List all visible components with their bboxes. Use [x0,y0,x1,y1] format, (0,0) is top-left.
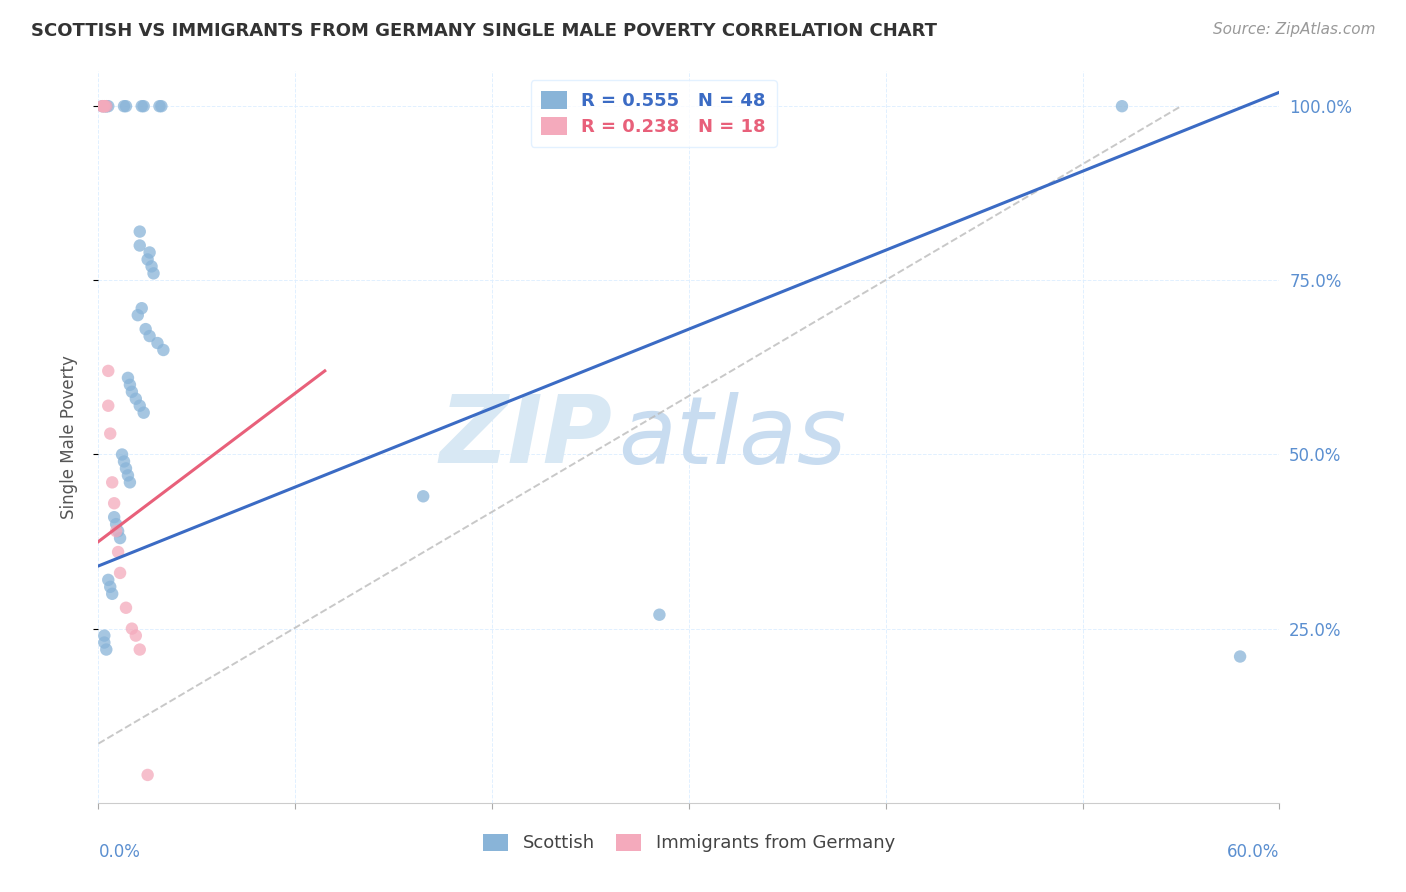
Point [93,99,115,113]
Text: SCOTTISH VS IMMIGRANTS FROM GERMANY SINGLE MALE POVERTY CORRELATION CHART: SCOTTISH VS IMMIGRANTS FROM GERMANY SING… [31,22,936,40]
Point [93,629,115,643]
Point [112,99,135,113]
Point [150,99,173,113]
Point [128,225,150,239]
Point [125,629,148,643]
Y-axis label: Single Male Poverty: Single Male Poverty [59,355,77,519]
Text: 60.0%: 60.0% [1227,843,1279,861]
Point [105,524,128,538]
Point [131,99,153,113]
Point [103,510,125,524]
Point [96,642,118,657]
Point [101,587,124,601]
Point [93,635,115,649]
Point [117,468,139,483]
Point [115,99,138,113]
Point [96,99,118,113]
Text: Source: ZipAtlas.com: Source: ZipAtlas.com [1212,22,1375,37]
Point [115,461,138,475]
Point [132,99,155,113]
Point [128,642,150,657]
Point [111,448,134,462]
Text: 0.0%: 0.0% [98,843,141,861]
Point [1111,99,1133,113]
Point [141,260,163,274]
Point [1229,649,1251,664]
Point [118,377,141,392]
Point [93,99,115,113]
Point [138,329,160,343]
Point [107,524,129,538]
Point [98,580,121,594]
Point [91,99,114,113]
Point [142,266,165,280]
Point [146,336,169,351]
Point [118,475,141,490]
Point [97,364,120,378]
Point [121,622,143,636]
Point [112,454,135,468]
Point [121,384,143,399]
Point [105,517,128,532]
Point [136,768,159,782]
Point [91,99,114,113]
Point [108,566,131,580]
Point [648,607,671,622]
Point [98,426,121,441]
Point [135,322,157,336]
Point [127,308,149,322]
Point [128,399,150,413]
Point [97,573,120,587]
Point [131,301,153,316]
Point [138,245,160,260]
Point [96,99,118,113]
Point [412,489,434,503]
Point [101,475,124,490]
Text: ZIP: ZIP [439,391,612,483]
Text: atlas: atlas [619,392,846,483]
Point [108,531,131,545]
Point [128,238,150,252]
Point [152,343,174,357]
Point [132,406,155,420]
Point [93,99,115,113]
Point [115,600,138,615]
Point [91,99,114,113]
Point [136,252,159,267]
Point [97,99,120,113]
Point [125,392,148,406]
Point [103,496,125,510]
Point [148,99,170,113]
Point [96,99,118,113]
Point [117,371,139,385]
Legend: Scottish, Immigrants from Germany: Scottish, Immigrants from Germany [475,826,903,860]
Point [107,545,129,559]
Point [97,399,120,413]
